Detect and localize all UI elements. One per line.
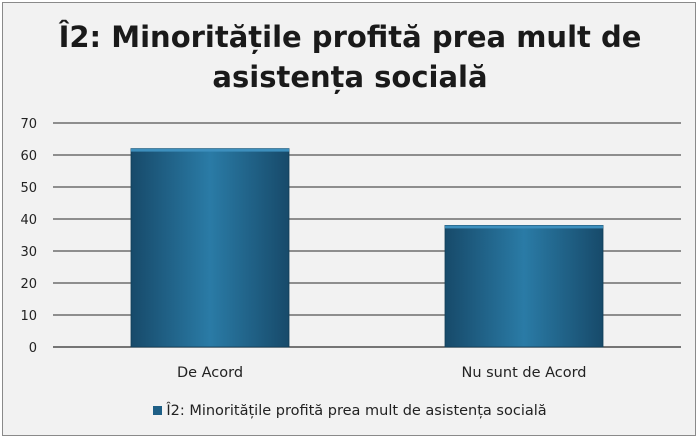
y-tick-label: 60 <box>20 149 37 164</box>
legend-swatch <box>153 406 163 415</box>
bar-highlight <box>131 148 289 152</box>
chart-title: Î2: Minoritățile profită prea mult de asi… <box>3 17 697 97</box>
y-tick-label: 20 <box>20 277 37 292</box>
y-tick-label: 70 <box>20 117 37 132</box>
bar-highlight <box>445 225 603 229</box>
x-axis-ticks: De Acord Nu sunt de Acord <box>177 365 587 381</box>
y-axis-ticks: 0 10 20 30 40 50 60 70 <box>20 117 37 356</box>
bar-0 <box>130 148 290 348</box>
bars <box>130 148 604 348</box>
bar-1 <box>444 224 604 348</box>
y-tick-label: 40 <box>20 213 37 228</box>
legend-label: Î2: Minoritățile profită prea mult de as… <box>166 403 547 419</box>
y-tick-label: 30 <box>20 245 37 260</box>
x-tick-label: De Acord <box>177 365 243 381</box>
chart-title-text: Î2: Minoritățile profită prea mult de asi… <box>58 20 642 94</box>
y-tick-label: 50 <box>20 181 37 196</box>
x-tick-label: Nu sunt de Acord <box>461 365 586 381</box>
legend: Î2: Minoritățile profită prea mult de as… <box>3 403 697 419</box>
chart-frame: Î2: Minoritățile profită prea mult de asi… <box>2 2 696 436</box>
y-tick-label: 0 <box>29 341 37 356</box>
plot-area: 0 10 20 30 40 50 60 70 De Acord Nu sunt de Acord <box>20 117 681 381</box>
y-tick-label: 10 <box>20 309 37 324</box>
